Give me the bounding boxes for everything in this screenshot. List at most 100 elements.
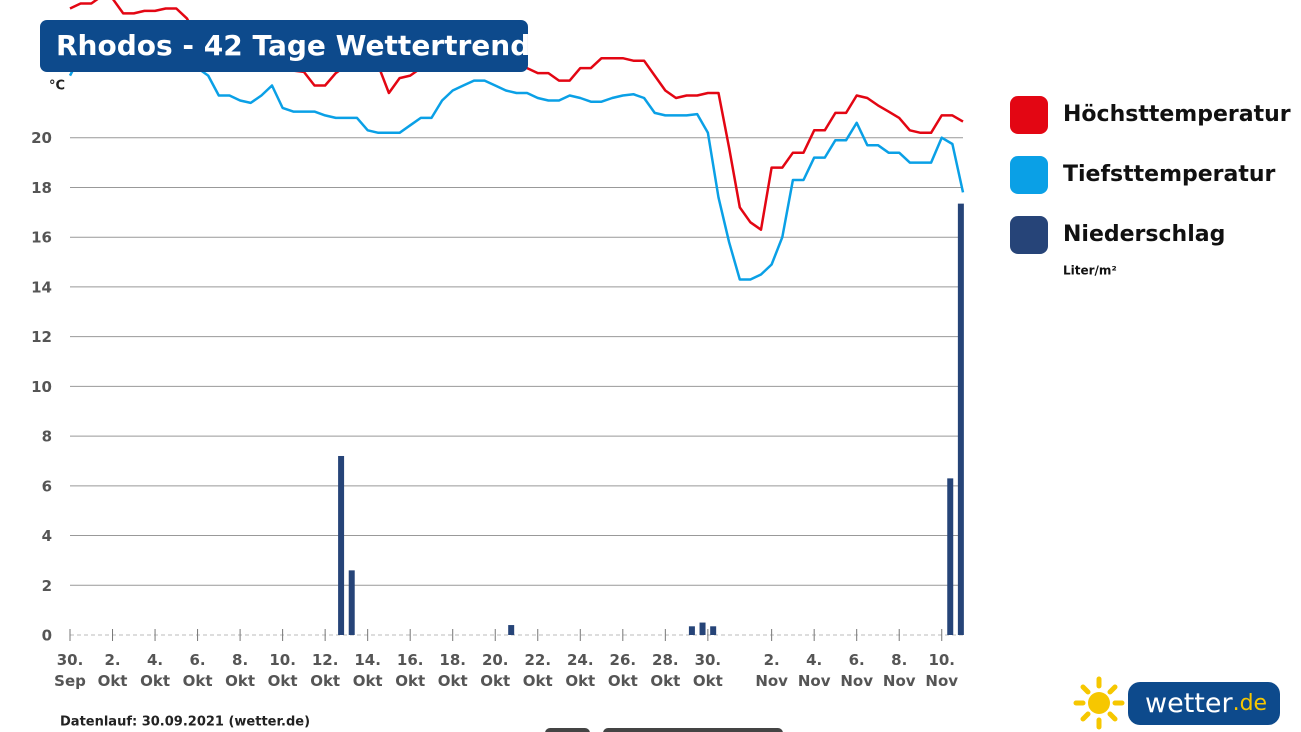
x-tick-label-line: 18. (439, 651, 466, 669)
x-tick-label-line: Okt (98, 672, 128, 690)
x-tick-label-line: Nov (798, 672, 831, 690)
x-tick-label: 4. Nov (798, 651, 831, 690)
y-unit: °C (49, 79, 65, 94)
x-tick-label: 18. Okt (438, 651, 468, 690)
x-tick-label-line: Okt (565, 672, 595, 690)
x-tick-label: 2. Nov (755, 651, 788, 690)
x-tick-label-line: 10. (928, 651, 955, 669)
x-tick-label: 24. Okt (565, 651, 595, 690)
x-tick-label: 16. Okt (395, 651, 425, 690)
x-tick-label-line: Nov (925, 672, 958, 690)
x-tick-label: 6. Okt (183, 651, 213, 690)
sun-icon (1073, 676, 1125, 730)
chart-title: Rhodos - 42 Tage Wettertrend (56, 29, 530, 62)
x-tick-label-line: 10. (269, 651, 296, 669)
y-tick-label: 2 (42, 577, 52, 595)
title-box (40, 20, 528, 72)
x-tick-label: 14. Okt (353, 651, 383, 690)
button-stub (603, 728, 783, 732)
y-tick-label: 20 (31, 129, 52, 147)
bar (699, 622, 706, 635)
y-tick-label: 18 (31, 179, 52, 197)
footer: Datenlauf: 30.09.2021 (wetter.de) (60, 715, 310, 730)
x-tick-label-line: Sep (54, 672, 86, 690)
x-tick-label-line: 2. (764, 651, 780, 669)
x-tick-label-line: Nov (883, 672, 916, 690)
x-tick-label: 10. Okt (268, 651, 298, 690)
x-tick-label-line: 30. (695, 651, 722, 669)
logo-text: wetter.de (1145, 688, 1267, 719)
x-tick-label: 6. Nov (840, 651, 873, 690)
x-tick-label-line: Okt (353, 672, 383, 690)
x-tick-label-line: Okt (693, 672, 723, 690)
y-tick-label: 16 (31, 229, 52, 247)
x-tick-label-line: Okt (268, 672, 298, 690)
logo-box (1128, 682, 1280, 725)
x-tick-label: 8. Okt (225, 651, 255, 690)
sun (1088, 692, 1110, 714)
button-stub (545, 728, 590, 732)
x-tick-label: 8. Nov (883, 651, 916, 690)
y-tick-label: 12 (31, 328, 52, 346)
x-tick-label: 28. Okt (650, 651, 680, 690)
line (68, 37, 965, 281)
x-tick-label-line: Okt (140, 672, 170, 690)
bar (508, 625, 515, 635)
x-tick-label: 4. Okt (140, 651, 170, 690)
x-tick-label-line: Okt (225, 672, 255, 690)
legend-swatch (1010, 96, 1048, 134)
y-tick-label: 4 (42, 527, 52, 545)
x-tick-label: 30. Sep (54, 651, 86, 690)
legend-swatch (1010, 156, 1048, 194)
x-tick-label-line: 6. (190, 651, 206, 669)
x-tick-label-line: 2. (104, 651, 120, 669)
x-tick-label-line: Okt (310, 672, 340, 690)
y-tick-label: 8 (42, 428, 52, 446)
bar (348, 570, 355, 635)
x-tick-label-line: Okt (608, 672, 638, 690)
logo-suffix: .de (1233, 691, 1268, 716)
bar (957, 203, 964, 635)
x-tick-label-line: 8. (232, 651, 248, 669)
y-tick-label: 6 (42, 477, 52, 495)
legend-swatch (1010, 216, 1048, 254)
x-tick-label-line: 30. (57, 651, 84, 669)
y-tick-label: 14 (31, 278, 52, 296)
legend-label: Tiefsttemperatur (1063, 162, 1276, 187)
x-tick-label-line: 6. (849, 651, 865, 669)
x-tick-label-line: 28. (652, 651, 679, 669)
x-tick-label: 2. Okt (98, 651, 128, 690)
x-tick-label-line: 24. (567, 651, 594, 669)
x-tick-label-line: 4. (147, 651, 163, 669)
x-tick-label: 10. Nov (925, 651, 958, 690)
x-tick-label-line: Nov (840, 672, 873, 690)
x-tick-label-line: 20. (482, 651, 509, 669)
x-tick-label-line: Okt (523, 672, 553, 690)
legend: Höchsttemperatur Tiefsttemperatur Niedersc… (1010, 96, 1291, 278)
x-tick-label-line: 12. (312, 651, 339, 669)
legend-label: Niederschlag (1063, 222, 1225, 247)
legend-label: Höchsttemperatur (1063, 102, 1291, 127)
bar (338, 455, 345, 635)
x-tick-label: 12. Okt (310, 651, 340, 690)
x-tick-label: 26. Okt (608, 651, 638, 690)
y-tick-label: 10 (31, 378, 52, 396)
x-tick-label-line: Okt (480, 672, 510, 690)
x-tick-label: 20. Okt (480, 651, 510, 690)
x-tick-label: 30. Okt (693, 651, 723, 690)
legend-unit: Liter/m² (1063, 264, 1117, 278)
x-tick-label-line: 8. (891, 651, 907, 669)
x-tick-label-line: Nov (755, 672, 788, 690)
x-tick-label-line: Okt (650, 672, 680, 690)
x-tick-label: 22. Okt (523, 651, 553, 690)
y-tick-label: 0 (42, 627, 52, 645)
plot-area (68, 0, 965, 636)
x-tick-label-line: 26. (610, 651, 637, 669)
bar (710, 626, 717, 635)
x-tick-label-line: 22. (524, 651, 551, 669)
logo: wetter.de (1073, 676, 1280, 730)
x-tick-label-line: Okt (183, 672, 213, 690)
x-tick-label-line: Okt (438, 672, 468, 690)
